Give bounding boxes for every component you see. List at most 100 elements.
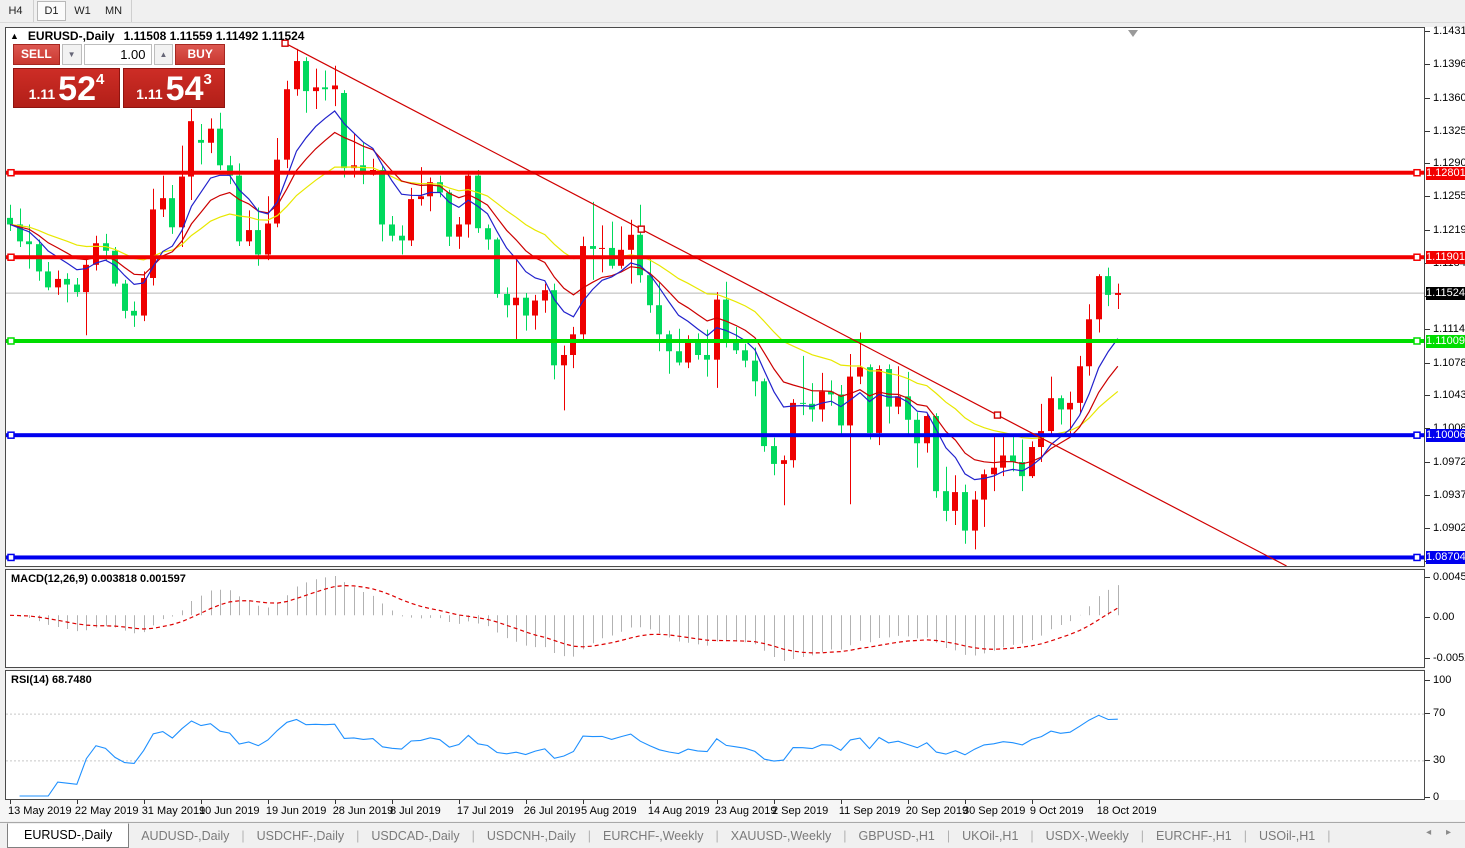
date-tick — [458, 800, 460, 804]
volume-input[interactable] — [83, 44, 152, 65]
date-label: 31 May 2019 — [141, 805, 206, 817]
price-scale-tick — [1425, 163, 1430, 165]
price-scale-tick — [1425, 428, 1430, 430]
date-label: 28 Jun 2019 — [332, 805, 394, 817]
rsi-scale-label: 30 — [1433, 754, 1446, 766]
chart-tab-xauusd-weekly[interactable]: XAUUSD-,Weekly — [730, 828, 832, 843]
macd-scale-label: 0.004536 — [1433, 571, 1465, 583]
rsi-scale-tick — [1425, 713, 1430, 714]
chart-tab-eurchf-h1[interactable]: EURCHF-,H1 — [1156, 828, 1232, 843]
price-scale-label: 1.13960 — [1433, 57, 1465, 70]
price-scale-tick — [1425, 362, 1430, 364]
date-label: 13 May 2019 — [8, 805, 72, 817]
price-scale-tick — [1425, 494, 1430, 496]
price-scale-label: 1.13600 — [1433, 91, 1465, 104]
date-label: 22 May 2019 — [74, 805, 139, 817]
chart-tab-audusd-daily[interactable]: AUDUSD-,Daily — [141, 828, 230, 843]
bid-price-box[interactable]: 1.11 52 4 — [13, 68, 120, 108]
rsi-scale-label: 100 — [1433, 674, 1452, 686]
sell-button[interactable]: SELL — [13, 44, 60, 65]
one-click-collapse-icon[interactable]: ▲ — [10, 31, 19, 41]
tab-separator: | — [843, 828, 847, 843]
price-scale-tick — [1425, 63, 1430, 65]
date-tick — [392, 800, 393, 804]
date-label: 18 Oct 2019 — [1096, 805, 1157, 817]
timeframe-button-mn[interactable]: MN — [104, 5, 123, 17]
tab-separator: | — [1243, 828, 1247, 843]
macd-indicator-pane[interactable] — [5, 569, 1425, 668]
price-scale-label: 1.12190 — [1433, 224, 1465, 237]
chart-tab-eurusd-daily[interactable]: EURUSD-,Daily — [7, 822, 130, 848]
trendline[interactable] — [281, 39, 1287, 566]
rsi-label: RSI(14) 68.7480 — [11, 674, 92, 686]
chart-tab-eurchf-weekly[interactable]: EURCHF-,Weekly — [603, 828, 704, 843]
price-scale-label: 1.09720 — [1433, 456, 1465, 469]
rsi-scale-tick — [1425, 760, 1430, 761]
date-tick — [525, 800, 527, 804]
date-label: 26 Jul 2019 — [523, 805, 581, 817]
timeframe-toolbar: H4 D1 W1 MN — [0, 0, 1465, 23]
chart-tab-usoil-h1[interactable]: USOil-,H1 — [1258, 828, 1316, 843]
hline-price-badge: 1.11009 — [1426, 334, 1465, 348]
chart-tab-usdcad-daily[interactable]: USDCAD-,Daily — [371, 828, 460, 843]
price-scale-label: 1.12900 — [1433, 157, 1465, 170]
main-chart-pane[interactable] — [5, 27, 1425, 567]
date-tick — [583, 800, 584, 804]
price-scale-tick — [1425, 527, 1430, 529]
chart-tab-ukoil-h1[interactable]: UKOil-,H1 — [962, 828, 1019, 843]
price-scale-label: 1.13250 — [1433, 124, 1465, 137]
date-tick — [201, 800, 202, 804]
volume-decrease-button[interactable]: ▼ — [61, 44, 82, 65]
ask-price-base: 1.11 — [136, 86, 163, 102]
horizontal-lines[interactable] — [6, 168, 1424, 562]
date-tick — [1098, 800, 1100, 804]
tab-separator: | — [1327, 828, 1331, 843]
macd-scale-tick — [1425, 577, 1430, 578]
macd-histogram — [20, 576, 1119, 661]
price-scale-tick — [1425, 31, 1430, 32]
date-label: 17 Jul 2019 — [456, 805, 514, 817]
date-axis[interactable]: 13 May 2019 22 May 2019 31 May 2019 10 Jun … — [0, 800, 1465, 821]
price-scale-tick — [1425, 395, 1430, 397]
timeframe-button-h4[interactable]: H4 — [8, 5, 23, 17]
tab-separator: | — [587, 828, 592, 843]
date-label: 11 Sep 2019 — [838, 805, 901, 817]
tab-separator: | — [356, 828, 360, 843]
date-label: 23 Aug 2019 — [714, 805, 777, 817]
price-scale-label: 1.12550 — [1433, 190, 1465, 203]
chart-tab-usdx-weekly[interactable]: USDX-,Weekly — [1045, 828, 1129, 843]
rsi-scale-label: 70 — [1433, 707, 1446, 719]
chart-ohlc-label: 1.11508 1.11559 1.11492 1.11524 — [123, 29, 305, 43]
toolbar-separator — [131, 0, 132, 22]
volume-increase-button[interactable]: ▲ — [153, 44, 174, 65]
rsi-scale-tick — [1425, 797, 1430, 798]
tab-separator: | — [715, 828, 719, 843]
ask-price-main: 54 — [165, 70, 204, 108]
chart-tab-gbpusd-h1[interactable]: GBPUSD-,H1 — [858, 828, 935, 843]
ask-price-box[interactable]: 1.11 54 3 — [123, 68, 225, 108]
tab-separator: | — [1030, 828, 1034, 843]
price-scale-tick — [1425, 230, 1430, 232]
tab-separator: | — [946, 828, 951, 843]
price-scale[interactable]: 1.14310 1.13960 1.13600 1.13250 1.12900 1.125… — [1425, 25, 1465, 821]
one-click-trading-widget: SELL ▼ ▲ BUY 1.11 52 4 1.11 54 3 — [13, 44, 225, 108]
rsi-indicator-pane[interactable] — [5, 670, 1425, 800]
tab-scroll-arrows[interactable]: ◂ ▸ — [1426, 827, 1457, 838]
rsi-scale-tick — [1425, 680, 1430, 681]
timeframe-button-d1[interactable]: D1 — [37, 1, 66, 21]
date-tick — [965, 800, 966, 804]
macd-scale-label: -0.005205 — [1433, 652, 1465, 664]
chart-shift-marker-icon[interactable] — [1128, 30, 1138, 37]
timeframe-button-w1[interactable]: W1 — [74, 5, 91, 17]
macd-label: MACD(12,26,9) 0.003818 0.001597 — [11, 573, 186, 585]
price-scale-label: 1.10430 — [1433, 389, 1465, 402]
rsi-scale-label: 0 — [1433, 791, 1440, 803]
chart-tab-usdcnh-daily[interactable]: USDCNH-,Daily — [486, 828, 576, 843]
date-tick — [1031, 800, 1033, 804]
candlestick-chart-canvas[interactable] — [6, 28, 1424, 566]
chart-tab-usdchf-daily[interactable]: USDCHF-,Daily — [256, 828, 345, 843]
ask-price-pip: 3 — [203, 71, 212, 88]
date-label: 19 Jun 2019 — [265, 805, 327, 817]
date-tick — [907, 800, 909, 804]
buy-button[interactable]: BUY — [175, 44, 225, 65]
